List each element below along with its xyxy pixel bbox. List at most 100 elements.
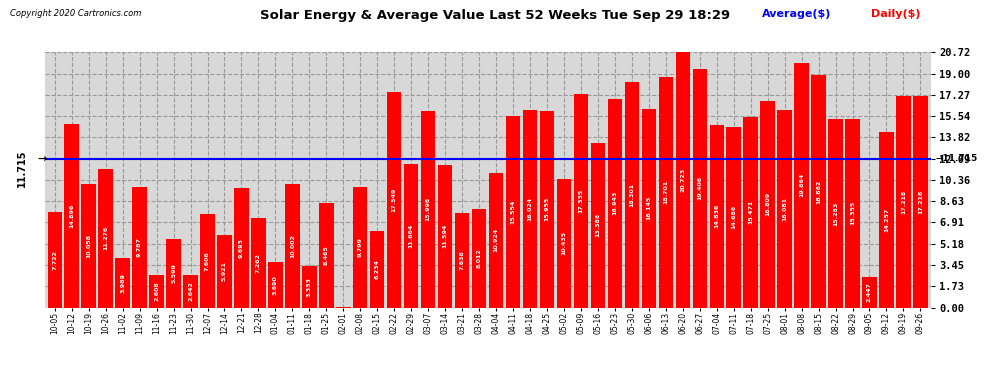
Bar <box>98 169 113 308</box>
Text: →: → <box>37 154 47 164</box>
Text: 2.447: 2.447 <box>867 282 872 302</box>
Bar <box>845 118 859 308</box>
Bar <box>608 99 622 308</box>
Text: 7.262: 7.262 <box>256 253 261 273</box>
Bar <box>149 275 163 308</box>
Bar <box>693 69 707 308</box>
Bar <box>268 262 282 308</box>
Text: 3.989: 3.989 <box>120 273 125 293</box>
Bar <box>760 100 775 308</box>
Text: 19.864: 19.864 <box>799 173 804 197</box>
Bar <box>251 218 265 308</box>
Text: 17.335: 17.335 <box>578 189 583 213</box>
Bar <box>896 96 911 308</box>
Text: 17.549: 17.549 <box>392 188 397 211</box>
Text: 10.058: 10.058 <box>86 234 91 258</box>
Bar <box>506 116 521 308</box>
Text: 18.862: 18.862 <box>816 179 821 204</box>
Bar <box>370 231 384 308</box>
Bar <box>116 258 130 308</box>
Bar <box>454 213 469 308</box>
Bar <box>64 124 79 308</box>
Bar <box>81 184 96 308</box>
Bar <box>404 164 419 308</box>
Text: 15.554: 15.554 <box>511 200 516 224</box>
Text: 5.599: 5.599 <box>171 263 176 283</box>
Text: 18.301: 18.301 <box>630 183 635 207</box>
Text: 7.606: 7.606 <box>205 251 210 271</box>
Bar <box>540 111 554 308</box>
Text: 15.283: 15.283 <box>833 201 839 226</box>
Bar <box>777 110 792 308</box>
Text: 8.465: 8.465 <box>324 246 329 266</box>
Text: 9.799: 9.799 <box>357 237 362 257</box>
Text: 18.701: 18.701 <box>663 180 668 204</box>
Text: 15.955: 15.955 <box>544 197 549 222</box>
Bar <box>812 75 826 308</box>
Text: 5.921: 5.921 <box>222 261 227 281</box>
Text: 10.002: 10.002 <box>290 234 295 258</box>
Bar <box>200 214 215 308</box>
Text: 16.024: 16.024 <box>528 197 533 221</box>
Text: →11.715: →11.715 <box>936 154 978 163</box>
Bar <box>421 111 436 308</box>
Text: 11.664: 11.664 <box>409 224 414 248</box>
Text: Solar Energy & Average Value Last 52 Weeks Tue Sep 29 18:29: Solar Energy & Average Value Last 52 Wee… <box>260 9 730 22</box>
Bar <box>913 96 928 308</box>
Bar <box>727 127 741 308</box>
Text: 17.218: 17.218 <box>918 189 923 214</box>
Text: 7.638: 7.638 <box>459 251 464 270</box>
Bar <box>235 188 248 308</box>
Text: 16.081: 16.081 <box>782 196 787 220</box>
Text: 11.594: 11.594 <box>443 224 447 248</box>
Bar <box>285 184 300 308</box>
Text: 7.722: 7.722 <box>52 250 57 270</box>
Text: 13.388: 13.388 <box>595 213 600 237</box>
Text: 14.836: 14.836 <box>714 204 719 228</box>
Text: Copyright 2020 Cartronics.com: Copyright 2020 Cartronics.com <box>10 9 142 18</box>
Text: 11.715: 11.715 <box>17 150 27 188</box>
Text: 6.234: 6.234 <box>375 259 380 279</box>
Bar <box>574 94 588 308</box>
Bar <box>387 92 401 308</box>
Text: 15.996: 15.996 <box>426 197 431 221</box>
Text: 11.276: 11.276 <box>103 226 108 250</box>
Bar <box>166 238 181 308</box>
Text: 9.693: 9.693 <box>239 238 244 258</box>
Text: Average($): Average($) <box>762 9 832 20</box>
Bar <box>523 110 538 308</box>
Text: 3.333: 3.333 <box>307 277 312 297</box>
Text: 10.924: 10.924 <box>494 228 499 252</box>
Text: 17.218: 17.218 <box>901 189 906 214</box>
Bar <box>710 125 724 308</box>
Text: 16.943: 16.943 <box>613 191 618 215</box>
Bar <box>556 179 571 308</box>
Text: 8.012: 8.012 <box>476 248 481 268</box>
Bar <box>183 275 198 308</box>
Bar <box>862 278 877 308</box>
Text: 10.435: 10.435 <box>561 231 566 255</box>
Text: 16.809: 16.809 <box>765 192 770 216</box>
Bar <box>217 235 232 308</box>
Text: 20.723: 20.723 <box>680 168 685 192</box>
Text: 16.145: 16.145 <box>646 196 651 220</box>
Text: 2.642: 2.642 <box>188 281 193 301</box>
Bar <box>48 213 62 308</box>
Text: 14.686: 14.686 <box>732 205 737 229</box>
Text: 2.608: 2.608 <box>154 282 159 302</box>
Text: 14.257: 14.257 <box>884 208 889 232</box>
Bar <box>438 165 452 308</box>
Text: 19.406: 19.406 <box>697 176 702 200</box>
Text: 15.471: 15.471 <box>748 200 753 224</box>
Bar <box>133 187 147 308</box>
Text: 14.896: 14.896 <box>69 204 74 228</box>
Bar <box>489 173 503 308</box>
Text: Daily($): Daily($) <box>871 9 921 20</box>
Text: 3.690: 3.690 <box>273 275 278 295</box>
Bar <box>642 109 656 308</box>
Bar <box>319 203 334 308</box>
Bar <box>302 267 317 308</box>
Text: 9.787: 9.787 <box>137 237 143 257</box>
Text: 15.355: 15.355 <box>850 201 855 225</box>
Bar <box>591 143 605 308</box>
